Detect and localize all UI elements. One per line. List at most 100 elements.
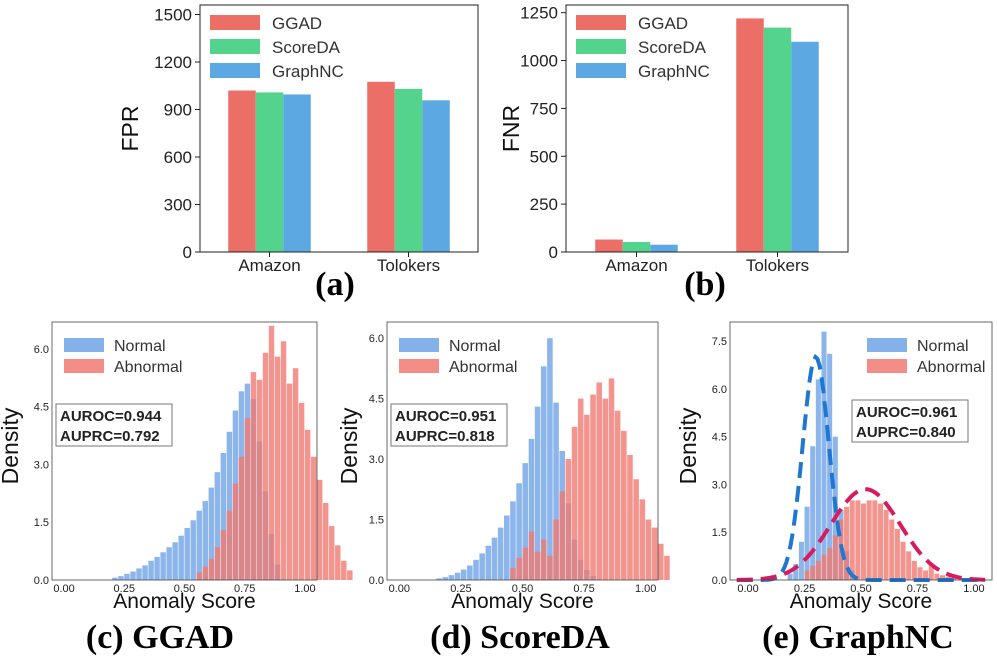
hist-bar-abnormal xyxy=(866,500,872,580)
hist-bar-abnormal xyxy=(621,430,627,580)
hist-bar-abnormal xyxy=(900,541,906,580)
hist-bar-abnormal xyxy=(872,500,878,580)
y-tick-label: 750 xyxy=(530,99,558,118)
hist-bar-abnormal xyxy=(602,398,609,580)
panel-e-graphnc-histogram: 0.0 1.5 3.0 4.5 6.0 7.5 0.00 0.25 0.50 0.75 1.00 An… xyxy=(675,321,993,656)
hist-bar-abnormal xyxy=(577,398,584,580)
bar-scoreda-amazon xyxy=(622,242,651,252)
hist-bar-abnormal xyxy=(304,429,311,580)
panel-caption: (e) GraphNC xyxy=(762,619,954,656)
legend-swatch-graphnc xyxy=(210,63,260,78)
legend-swatch-scoreda xyxy=(210,39,260,54)
hist-bar-abnormal xyxy=(889,519,895,580)
hist-bar-abnormal xyxy=(596,382,602,580)
x-tick-label: 0.75 xyxy=(907,583,928,595)
hist-bar-normal xyxy=(460,569,467,580)
y-tick-label: 6.0 xyxy=(712,384,727,396)
legend-label-normal: Normal xyxy=(917,338,969,355)
hist-bar-normal xyxy=(787,573,793,580)
hist-bar-normal xyxy=(540,366,547,580)
y-tick-label: 0.0 xyxy=(369,575,384,587)
hist-bar-normal xyxy=(479,553,485,580)
hist-bar-abnormal xyxy=(286,383,293,580)
hist-bar-abnormal xyxy=(540,539,547,580)
hist-bar-abnormal xyxy=(832,535,838,580)
hist-bar-normal xyxy=(184,528,190,580)
bar-scoreda-tolokers xyxy=(394,88,423,253)
y-tick-label: 3.0 xyxy=(712,479,727,491)
legend-label-ggad: GGAD xyxy=(638,14,688,33)
hist-bar-normal xyxy=(522,463,529,580)
panel-b-fnr-bar-chart: 0 250 500 750 1000 1250 Amazon Tolokers FNR GGAD S… xyxy=(498,4,849,303)
legend-label-normal: Normal xyxy=(449,338,501,355)
hist-bar-normal xyxy=(190,520,196,580)
hist-bar-abnormal xyxy=(590,394,596,580)
hist-bar-normal xyxy=(202,501,208,580)
hist-bar-abnormal xyxy=(951,578,957,580)
panel-caption: (a) xyxy=(315,266,355,303)
hist-bar-normal xyxy=(178,535,184,580)
x-axis-label: Anomaly Score xyxy=(451,590,593,613)
plot-frame xyxy=(565,4,849,253)
hist-bar-normal xyxy=(810,446,816,580)
x-tick-label: 0.25 xyxy=(450,583,471,595)
stats-box xyxy=(851,399,969,443)
y-tick-label: 0 xyxy=(549,243,558,262)
y-tick-label: 7.5 xyxy=(712,336,727,348)
hist-bar-abnormal xyxy=(827,548,833,580)
hist-bar-abnormal xyxy=(614,410,621,580)
x-tick-label: 0.00 xyxy=(53,583,74,595)
hist-bar-normal xyxy=(473,559,479,580)
hist-bar-normal xyxy=(534,406,541,580)
x-axis-label: Anomaly Score xyxy=(790,590,932,613)
auroc-label: AUROC=0.951 xyxy=(395,408,496,425)
hist-bar-abnormal xyxy=(883,509,889,580)
hist-bar-abnormal xyxy=(547,555,553,580)
x-tick-label: 1.00 xyxy=(294,583,315,595)
hist-bar-abnormal xyxy=(627,455,633,580)
hist-bar-normal xyxy=(448,575,455,580)
hist-bar-normal xyxy=(510,501,516,580)
y-tick-label: 1250 xyxy=(520,4,558,23)
hist-bar-abnormal xyxy=(934,573,940,580)
hist-bar-abnormal xyxy=(268,325,275,580)
legend-swatch-graphnc xyxy=(576,63,626,78)
hist-bar-abnormal xyxy=(906,551,912,580)
y-tick-label: 500 xyxy=(530,147,558,166)
hist-bar-abnormal xyxy=(553,519,559,580)
hist-bar-abnormal xyxy=(250,372,257,580)
hist-bar-normal xyxy=(821,331,827,580)
hist-bar-abnormal xyxy=(256,379,263,580)
hist-bar-abnormal xyxy=(280,341,287,580)
hist-bar-normal xyxy=(516,483,522,580)
hist-bar-normal xyxy=(504,515,510,580)
bar-graphnc-amazon xyxy=(650,244,678,252)
y-axis-label: Density xyxy=(336,407,362,484)
y-tick-label: 1200 xyxy=(154,53,192,72)
hist-bar-abnormal xyxy=(815,560,821,580)
hist-bar-abnormal xyxy=(341,560,347,580)
plot-frame xyxy=(386,321,659,581)
hist-bar-abnormal xyxy=(510,567,516,580)
hist-bar-abnormal xyxy=(861,503,867,580)
bar-ggad-amazon xyxy=(595,239,623,252)
legend-label-scoreda: ScoreDA xyxy=(638,38,707,57)
y-tick-label: 4.5 xyxy=(712,432,727,444)
legend-label-ggad: GGAD xyxy=(272,14,322,33)
hist-bar-abnormal xyxy=(317,479,323,580)
hist-bar-abnormal xyxy=(310,456,317,580)
plot-frame xyxy=(199,4,479,253)
legend-label-abnormal: Abnormal xyxy=(917,359,985,376)
auprc-label: AUPRC=0.818 xyxy=(395,428,495,445)
hist-bar-normal xyxy=(528,438,535,580)
legend-label-graphnc: GraphNC xyxy=(638,62,710,81)
hist-bar-normal xyxy=(436,578,442,580)
panel-c-ggad-histogram: 0.0 1.5 3.0 4.5 6.0 0.00 0.25 0.50 0.75 1.00 Anoma… xyxy=(0,321,353,656)
hist-bar-abnormal xyxy=(274,356,281,580)
hist-bar-abnormal xyxy=(292,368,299,580)
y-tick-label: 4.5 xyxy=(369,394,384,406)
hist-bar-abnormal xyxy=(534,551,541,580)
hist-bar-abnormal xyxy=(639,499,646,580)
hist-bar-normal xyxy=(112,577,118,580)
